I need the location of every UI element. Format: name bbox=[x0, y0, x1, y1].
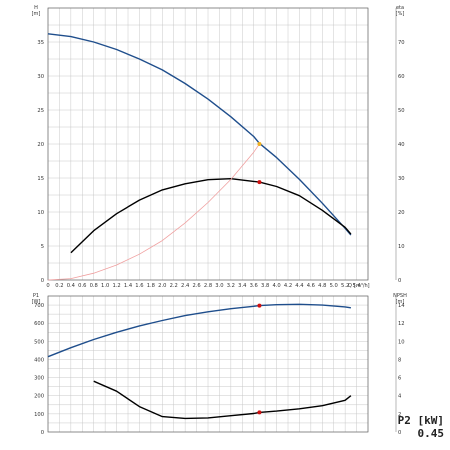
y-right-tick-label: 10 bbox=[398, 339, 405, 345]
y-right-tick-label: 60 bbox=[398, 74, 405, 80]
y-right-tick-label: 4 bbox=[398, 394, 402, 400]
x-tick-label: 2.8 bbox=[204, 283, 212, 289]
y-left-tick-label: 400 bbox=[34, 357, 44, 363]
x-tick-label: 4.8 bbox=[318, 283, 326, 289]
right-axis-symbol: eta bbox=[396, 5, 404, 11]
p2-readout: P2 [kW] 0.45 bbox=[398, 414, 444, 440]
x-tick-label: 3.2 bbox=[227, 283, 235, 289]
y-left-tick-label: 35 bbox=[37, 40, 44, 46]
x-tick-label: 1.8 bbox=[147, 283, 155, 289]
plot-frame bbox=[47, 7, 369, 281]
p2-label: P2 [kW] bbox=[397, 414, 444, 427]
y-right-tick-label: 2 bbox=[398, 412, 401, 418]
y-left-tick-label: 0 bbox=[41, 278, 44, 284]
x-tick-label: 5.0 bbox=[330, 283, 338, 289]
x-tick-label: 1.0 bbox=[101, 283, 109, 289]
series-line-0 bbox=[47, 33, 352, 236]
plot-frame bbox=[47, 295, 369, 433]
operating-point-marker bbox=[257, 142, 262, 146]
p2-value: 0.45 bbox=[417, 427, 445, 440]
right-axis-symbol: NPSH bbox=[393, 293, 407, 299]
y-left-tick-label: 300 bbox=[34, 376, 44, 382]
x-tick-label: 4.6 bbox=[307, 283, 315, 289]
x-tick-label: 4.0 bbox=[272, 283, 280, 289]
y-right-tick-label: 50 bbox=[398, 108, 405, 114]
y-right-tick-label: 12 bbox=[398, 321, 405, 327]
y-left-tick-label: 500 bbox=[34, 339, 44, 345]
series-line-2 bbox=[47, 143, 260, 281]
x-tick-label: 2.2 bbox=[170, 283, 178, 289]
x-tick-label: 2.6 bbox=[192, 283, 200, 289]
y-left-tick-label: 200 bbox=[34, 394, 44, 400]
y-right-tick-label: 0 bbox=[398, 430, 401, 436]
y-right-tick-label: 14 bbox=[398, 303, 405, 309]
y-right-tick-label: 70 bbox=[398, 40, 405, 46]
y-right-tick-label: 30 bbox=[398, 176, 405, 182]
operating-point-marker bbox=[257, 180, 262, 185]
y-left-tick-label: 700 bbox=[34, 303, 44, 309]
y-left-tick-label: 0 bbox=[41, 430, 44, 436]
y-right-tick-label: 8 bbox=[398, 357, 401, 363]
x-axis-unit: [m³/h] bbox=[354, 283, 370, 289]
series-line-1 bbox=[93, 380, 352, 420]
chart-panel-1: 0 100 200 300 400 500 600 700 0 2 4 6 8 10 12 14 P1[W] NP… bbox=[32, 293, 408, 436]
x-tick-label: 3.4 bbox=[238, 283, 247, 289]
right-axis-unit: [%] bbox=[396, 11, 405, 17]
y-left-tick-label: 30 bbox=[37, 74, 44, 80]
operating-point-marker bbox=[257, 410, 262, 415]
x-tick-label: 2.0 bbox=[158, 283, 166, 289]
x-tick-label: 5.4 bbox=[352, 283, 361, 289]
y-right-tick-label: 10 bbox=[398, 244, 405, 250]
x-tick-label: 0.2 bbox=[55, 283, 63, 289]
left-axis-unit: [W] bbox=[32, 299, 41, 305]
x-tick-label: 0.6 bbox=[78, 283, 86, 289]
y-left-tick-label: 25 bbox=[37, 108, 44, 114]
y-right-tick-label: 40 bbox=[398, 142, 405, 148]
x-tick-label: 0 bbox=[46, 283, 49, 289]
y-right-tick-label: 6 bbox=[398, 376, 401, 382]
x-axis-symbol: Q bbox=[348, 283, 352, 289]
y-right-tick-label: 20 bbox=[398, 210, 405, 216]
x-tick-label: 2.4 bbox=[181, 283, 190, 289]
x-tick-label: 0.4 bbox=[67, 283, 76, 289]
y-left-tick-label: 600 bbox=[34, 321, 44, 327]
x-tick-label: 3.0 bbox=[215, 283, 223, 289]
left-axis-symbol: P1 bbox=[33, 293, 39, 299]
series-line-0 bbox=[47, 303, 352, 358]
series-line-1 bbox=[70, 177, 352, 254]
x-tick-label: 1.2 bbox=[112, 283, 120, 289]
y-left-tick-label: 10 bbox=[37, 210, 44, 216]
chart-panel-0: 0 5 10 15 20 25 30 35 0 10 20 30 40 50 60 70 0 0.2 0.4 0.6 0… bbox=[32, 5, 405, 289]
x-tick-label: 1.6 bbox=[135, 283, 143, 289]
x-tick-label: 5.2 bbox=[341, 283, 349, 289]
y-right-tick-label: 0 bbox=[398, 278, 401, 284]
x-tick-label: 3.8 bbox=[261, 283, 269, 289]
y-left-tick-label: 5 bbox=[41, 244, 44, 250]
y-left-tick-label: 100 bbox=[34, 412, 44, 418]
y-left-tick-label: 20 bbox=[37, 142, 44, 148]
x-tick-label: 0.8 bbox=[90, 283, 98, 289]
left-axis-unit: [m] bbox=[32, 11, 41, 17]
left-axis-symbol: H bbox=[34, 5, 38, 11]
operating-point-marker bbox=[257, 303, 262, 308]
x-tick-label: 3.6 bbox=[250, 283, 258, 289]
y-left-tick-label: 15 bbox=[37, 176, 44, 182]
x-tick-label: 4.4 bbox=[295, 283, 304, 289]
x-tick-label: 1.4 bbox=[124, 283, 133, 289]
x-tick-label: 4.2 bbox=[284, 283, 292, 289]
right-axis-unit: [m] bbox=[396, 299, 405, 305]
